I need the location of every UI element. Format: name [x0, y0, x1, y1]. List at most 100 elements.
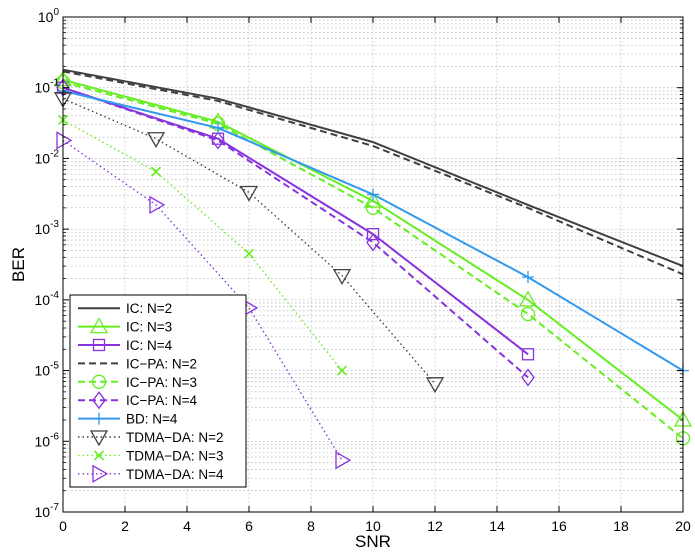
- legend-label: IC−PA: N=2: [126, 356, 197, 371]
- x-axis-label: SNR: [355, 532, 391, 551]
- y-tick-label: 10-1: [35, 78, 60, 96]
- series-9: [57, 114, 348, 376]
- data-point: [243, 248, 255, 259]
- data-point: [522, 271, 534, 284]
- y-tick-label-exponent: 0: [53, 7, 59, 18]
- y-tick-label: 100: [38, 7, 60, 25]
- marker-stroke: [243, 248, 255, 259]
- y-tick-label-exponent: -2: [50, 148, 59, 159]
- legend-item: IC: N=3: [78, 317, 172, 335]
- grid: [63, 17, 683, 512]
- y-tick-label-base: 10: [35, 504, 51, 520]
- data-point: [521, 368, 535, 387]
- legend-label: IC−PA: N=3: [126, 375, 197, 390]
- y-tick-label: 10-7: [35, 502, 60, 520]
- x-tick-label: 4: [183, 518, 191, 534]
- legend-marker: [91, 374, 107, 389]
- y-tick-label: 10-3: [35, 219, 60, 237]
- legend-item: IC: N=2: [78, 301, 172, 316]
- x-tick-label: 0: [59, 518, 67, 534]
- series-line: [62, 68, 684, 268]
- y-tick-label-exponent: -6: [50, 431, 59, 442]
- legend-item: IC−PA: N=2: [78, 356, 197, 371]
- series-line: [62, 81, 684, 440]
- x-tick-label: 8: [307, 518, 315, 534]
- legend-marker: [92, 464, 109, 483]
- legend-item: TDMA−DA: N=2: [78, 430, 224, 447]
- data-point: [366, 233, 380, 252]
- legend-marker: [89, 317, 109, 334]
- y-tick-label-exponent: -5: [50, 361, 59, 372]
- series-1: [62, 68, 684, 268]
- legend-item: BD: N=4: [78, 412, 178, 427]
- series-4: [62, 70, 684, 276]
- y-tick-label-base: 10: [35, 80, 51, 96]
- marker-stroke: [93, 450, 105, 461]
- y-tick-label: 10-2: [35, 148, 60, 166]
- data-point: [332, 268, 352, 285]
- data-point: [518, 290, 538, 307]
- data-point: [336, 365, 348, 376]
- legend-marker: [92, 391, 106, 410]
- legend-item: IC: N=4: [78, 338, 173, 353]
- marker-stroke: [150, 166, 162, 177]
- data-point: [56, 131, 73, 150]
- legend-item: IC−PA: N=4: [78, 391, 198, 410]
- series-layer: [53, 68, 693, 470]
- data-point: [146, 132, 166, 149]
- legend-marker: [93, 412, 105, 425]
- data-point: [149, 195, 166, 215]
- data-point: [365, 200, 381, 216]
- y-tick-label-base: 10: [38, 9, 54, 25]
- y-tick-label-exponent: -4: [50, 290, 59, 301]
- legend-label: IC: N=2: [126, 301, 172, 316]
- legend-label: TDMA−DA: N=2: [126, 430, 224, 445]
- data-point: [212, 121, 224, 134]
- legend-label: BD: N=4: [126, 412, 178, 427]
- y-tick-label-base: 10: [35, 150, 51, 166]
- x-tick-labels: 0 2 4 6 8 10 12 14 16 18 20: [59, 518, 691, 534]
- legend-item: IC−PA: N=3: [78, 374, 197, 390]
- legend-label: TDMA−DA: N=3: [126, 448, 224, 463]
- legend-marker: [93, 450, 105, 461]
- y-tick-label-base: 10: [35, 363, 51, 379]
- data-point: [425, 377, 445, 394]
- x-tick-label: 16: [551, 518, 567, 534]
- legend-label: IC: N=4: [126, 338, 173, 353]
- y-axis-label: BER: [9, 247, 28, 282]
- legend: IC: N=2 IC: N=3 IC: N=4 IC−PA: N=2 IC−PA: N=…: [69, 294, 247, 488]
- data-point: [211, 131, 225, 150]
- y-tick-label-exponent: -1: [50, 78, 59, 89]
- legend-label: IC: N=3: [126, 320, 172, 335]
- data-point: [520, 306, 536, 322]
- x-tick-label: 18: [613, 518, 629, 534]
- y-tick-label-base: 10: [35, 292, 51, 308]
- x-tick-label: 12: [427, 518, 443, 534]
- legend-item: TDMA−DA: N=3: [78, 448, 224, 463]
- x-tick-label: 6: [245, 518, 253, 534]
- data-point: [150, 166, 162, 177]
- y-tick-label: 10-6: [35, 431, 60, 449]
- marker-stroke: [336, 365, 348, 376]
- series-7: [57, 84, 689, 377]
- y-tick-label: 10-4: [35, 290, 60, 308]
- x-tick-label: 14: [489, 518, 505, 534]
- y-tick-label-exponent: -3: [50, 219, 59, 230]
- series-line: [62, 86, 529, 379]
- y-tick-label-base: 10: [35, 221, 51, 237]
- data-point: [335, 451, 352, 470]
- y-tick-label-exponent: -7: [50, 502, 59, 513]
- x-tick-label: 20: [675, 518, 691, 534]
- y-tick-label-base: 10: [35, 433, 51, 449]
- legend-marker: [92, 338, 106, 352]
- series-line: [62, 70, 684, 276]
- x-tick-label: 10: [365, 518, 381, 534]
- data-point: [367, 188, 379, 201]
- y-tick-label: 10-5: [35, 361, 60, 379]
- legend-marker: [89, 430, 109, 447]
- data-point: [521, 348, 535, 361]
- x-tick-label: 2: [121, 518, 129, 534]
- data-point: [366, 227, 380, 241]
